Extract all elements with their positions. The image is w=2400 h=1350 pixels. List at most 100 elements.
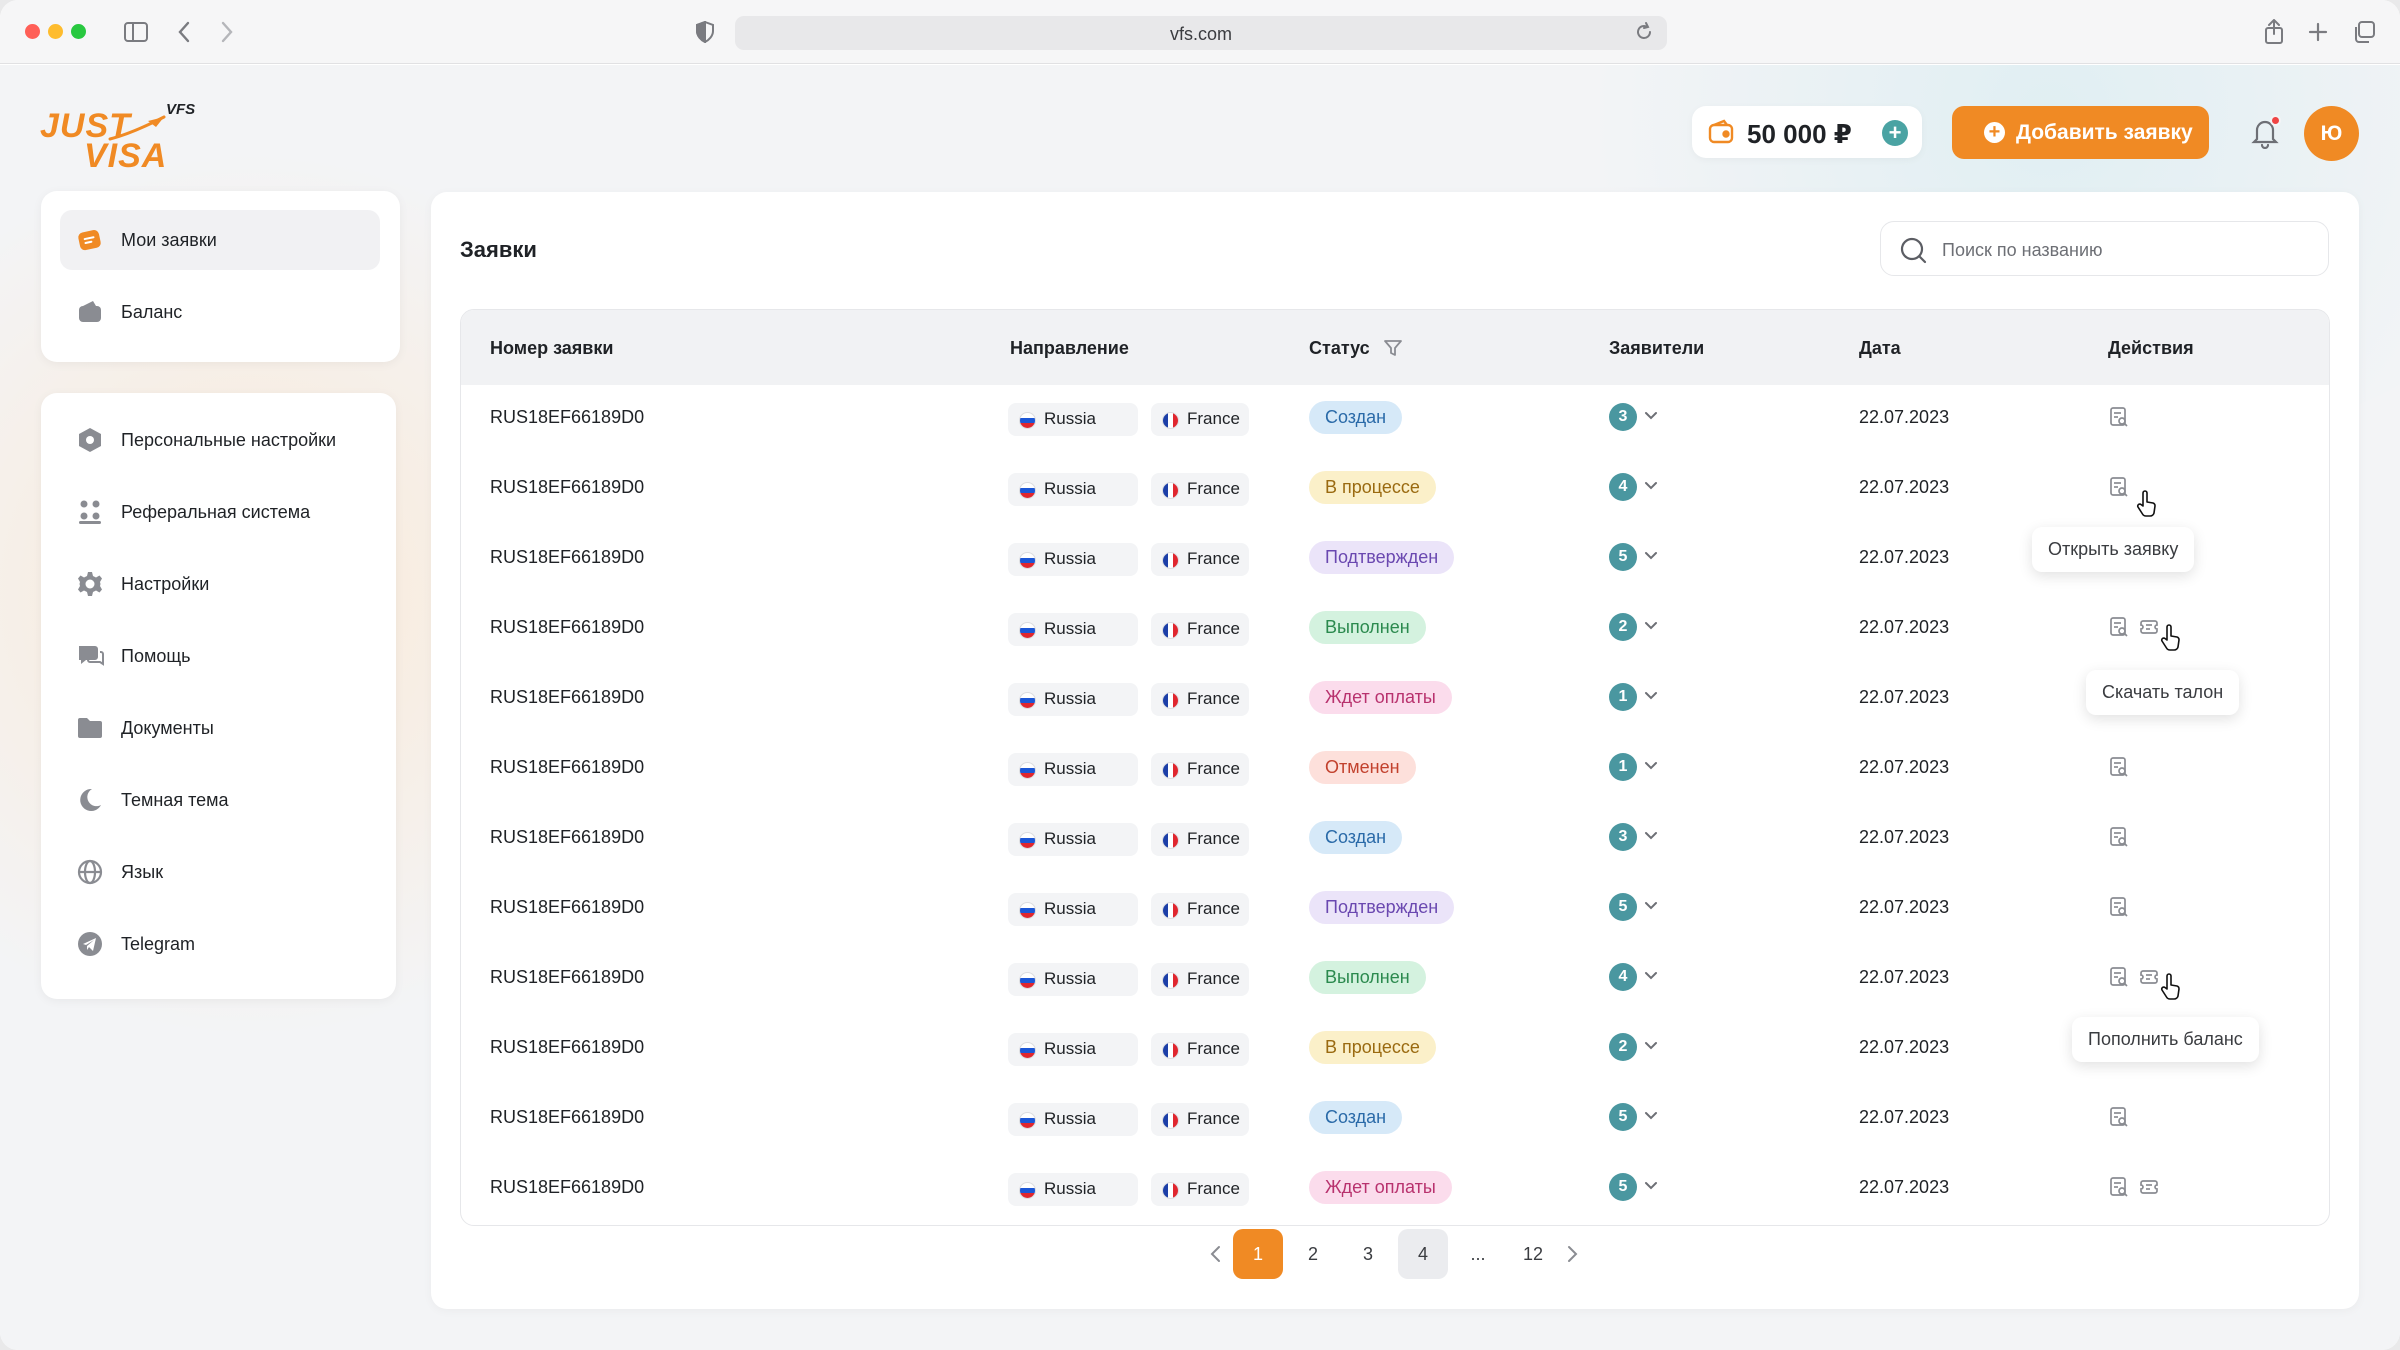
next-page-icon[interactable]: [1559, 1241, 1585, 1267]
open-application-icon[interactable]: [2108, 966, 2130, 988]
topup-plus-button[interactable]: +: [1882, 120, 1908, 146]
ticket-action-icon[interactable]: [2138, 966, 2160, 988]
sidebar-item-language[interactable]: Язык: [60, 842, 380, 902]
open-application-icon[interactable]: [2108, 826, 2130, 848]
privacy-shield-icon[interactable]: [691, 18, 719, 46]
column-header-applicants[interactable]: Заявители: [1609, 338, 1705, 358]
open-application-icon[interactable]: [2108, 756, 2130, 778]
chevron-down-icon[interactable]: [1644, 899, 1658, 913]
open-application-icon[interactable]: [2108, 616, 2130, 638]
chevron-down-icon[interactable]: [1644, 479, 1658, 493]
sidebar-item-documents[interactable]: Документы: [60, 698, 380, 758]
chevron-down-icon[interactable]: [1644, 1109, 1658, 1123]
column-header-number[interactable]: Номер заявки: [490, 338, 614, 358]
applicants-count[interactable]: 1: [1609, 683, 1637, 711]
applicants-count[interactable]: 2: [1609, 613, 1637, 641]
forward-icon[interactable]: [213, 18, 241, 46]
table-row[interactable]: RUS18EF66189D0 Russia France Создан 3 22.07.2…: [461, 385, 2329, 455]
table-row[interactable]: RUS18EF66189D0 Russia France В процессе 4 22.…: [461, 455, 2329, 525]
table-row[interactable]: RUS18EF66189D0 Russia France Выполнен 4 22.07…: [461, 945, 2329, 1015]
sidebar-item-settings[interactable]: Настройки: [60, 554, 380, 614]
direction-to: France: [1151, 893, 1249, 926]
table-row[interactable]: RUS18EF66189D0 Russia France Ждет оплаты 5 22…: [461, 1155, 2329, 1225]
chevron-down-icon[interactable]: [1644, 1179, 1658, 1193]
prev-page-icon[interactable]: [1203, 1241, 1229, 1267]
folder-icon: [76, 714, 104, 742]
applicants-count[interactable]: 5: [1609, 1173, 1637, 1201]
france-flag-icon: [1162, 482, 1179, 499]
minimize-window-button[interactable]: [48, 24, 63, 39]
table-row[interactable]: RUS18EF66189D0 Russia France Подтвержден 5 22…: [461, 525, 2329, 595]
open-application-icon[interactable]: [2108, 476, 2130, 498]
chevron-down-icon[interactable]: [1644, 619, 1658, 633]
ticket-action-icon[interactable]: [2138, 1176, 2160, 1198]
ticket-action-icon[interactable]: [2138, 616, 2160, 638]
applicants-count[interactable]: 4: [1609, 473, 1637, 501]
applicants-count[interactable]: 3: [1609, 823, 1637, 851]
open-application-icon[interactable]: [2108, 1106, 2130, 1128]
new-tab-icon[interactable]: [2304, 18, 2332, 46]
add-application-button[interactable]: + Добавить заявку: [1952, 106, 2209, 159]
tab-overview-icon[interactable]: [2350, 18, 2378, 46]
user-avatar[interactable]: Ю: [2304, 106, 2359, 161]
column-header-date[interactable]: Дата: [1859, 338, 1901, 358]
table-row[interactable]: RUS18EF66189D0 Russia France В процессе 2 22.…: [461, 1015, 2329, 1085]
table-row[interactable]: RUS18EF66189D0 Russia France Создан 5 22.07.2…: [461, 1085, 2329, 1155]
open-application-icon[interactable]: [2108, 896, 2130, 918]
chevron-down-icon[interactable]: [1644, 969, 1658, 983]
filter-icon[interactable]: [1383, 338, 1403, 358]
sidebar-item-referral[interactable]: Реферальная система: [60, 482, 380, 542]
open-application-icon[interactable]: [2108, 406, 2130, 428]
zoom-window-button[interactable]: [71, 24, 86, 39]
search-input[interactable]: [1942, 237, 2302, 263]
sidebar-item-dark-theme[interactable]: Темная тема: [60, 770, 380, 830]
reload-icon[interactable]: [1633, 21, 1657, 45]
app-area: JUST VISA VFS 50 000 ₽ + + Добавить заяв…: [0, 65, 2400, 1350]
chevron-down-icon[interactable]: [1644, 829, 1658, 843]
applicants-count[interactable]: 1: [1609, 753, 1637, 781]
chevron-down-icon[interactable]: [1644, 549, 1658, 563]
applicants-count[interactable]: 5: [1609, 543, 1637, 571]
applicants-count[interactable]: 5: [1609, 893, 1637, 921]
sidebar-item-telegram[interactable]: Telegram: [60, 914, 380, 974]
chevron-down-icon[interactable]: [1644, 409, 1658, 423]
applicants-count[interactable]: 3: [1609, 403, 1637, 431]
chevron-down-icon[interactable]: [1644, 1039, 1658, 1053]
page-button[interactable]: 2: [1307, 1244, 1318, 1264]
application-number: RUS18EF66189D0: [490, 967, 645, 987]
sidebar-toggle-icon[interactable]: [122, 18, 150, 46]
sidebar-item-help[interactable]: Помощь: [60, 626, 380, 686]
just-visa-logo[interactable]: JUST VISA VFS: [38, 101, 208, 175]
page-button[interactable]: 1: [1233, 1229, 1283, 1279]
table-row[interactable]: RUS18EF66189D0 Russia France Подтвержден 5 22…: [461, 875, 2329, 945]
search-box[interactable]: [1880, 221, 2329, 276]
column-header-status[interactable]: Статус: [1309, 338, 1403, 359]
sidebar-item-balance[interactable]: Баланс: [60, 282, 380, 342]
direction-to-label: France: [1187, 759, 1240, 778]
column-header-direction[interactable]: Направление: [1010, 338, 1129, 358]
sidebar-item-label: Язык: [121, 862, 164, 882]
notifications-bell-icon[interactable]: [2250, 115, 2282, 151]
share-icon[interactable]: [2260, 18, 2288, 46]
back-icon[interactable]: [170, 18, 198, 46]
applicants-count[interactable]: 4: [1609, 963, 1637, 991]
direction-from-label: Russia: [1044, 479, 1096, 498]
table-row[interactable]: RUS18EF66189D0 Russia France Выполнен 2 22.07…: [461, 595, 2329, 665]
close-window-button[interactable]: [25, 24, 40, 39]
page-button[interactable]: 3: [1362, 1244, 1373, 1264]
direction-from: Russia: [1008, 1033, 1138, 1066]
chevron-down-icon[interactable]: [1644, 689, 1658, 703]
balance-widget[interactable]: 50 000 ₽ +: [1692, 106, 1922, 158]
sidebar-item-my-applications[interactable]: Мои заявки: [60, 210, 380, 270]
applicants-count[interactable]: 5: [1609, 1103, 1637, 1131]
chevron-down-icon[interactable]: [1644, 759, 1658, 773]
table-row[interactable]: RUS18EF66189D0 Russia France Ждет оплаты 1 22…: [461, 665, 2329, 735]
sidebar-item-personal-settings[interactable]: Персональные настройки: [60, 410, 380, 470]
page-button[interactable]: 12: [1522, 1244, 1544, 1264]
applicants-count[interactable]: 2: [1609, 1033, 1637, 1061]
table-row[interactable]: RUS18EF66189D0 Russia France Отменен 1 22.07.…: [461, 735, 2329, 805]
address-bar[interactable]: vfs.com: [735, 16, 1667, 50]
open-application-icon[interactable]: [2108, 1176, 2130, 1198]
page-button[interactable]: 4: [1398, 1229, 1448, 1279]
table-row[interactable]: RUS18EF66189D0 Russia France Создан 3 22.07.2…: [461, 805, 2329, 875]
